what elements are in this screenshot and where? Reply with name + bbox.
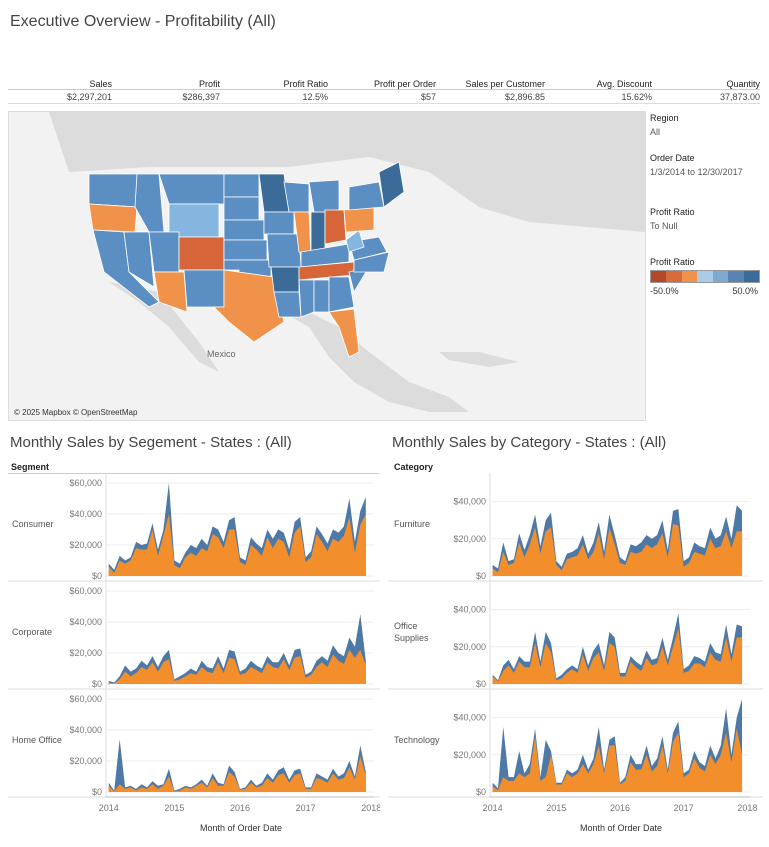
row-label: Consumer — [12, 519, 54, 529]
segment-chart: $0 $20,000 $40,000 $60,000 Consumer $0 $20,000… — [8, 473, 380, 813]
kpi-label-6: Quantity — [726, 79, 760, 89]
y-tick-label: $60,000 — [69, 586, 102, 596]
map-country-label: Mexico — [207, 349, 236, 359]
y-tick-label: $40,000 — [69, 617, 102, 627]
category-facet-header: Category — [394, 462, 434, 472]
x-tick-label: 2018 — [361, 803, 380, 813]
area-highlight-2[interactable] — [108, 756, 366, 792]
x-tick-label: 2015 — [164, 803, 184, 813]
row-label: Office — [394, 621, 417, 631]
map-view[interactable]: Mexico © 2025 Mapbox © OpenStreetMap — [8, 111, 646, 421]
y-tick-label: $20,000 — [453, 750, 486, 760]
kpi-label-0: Sales — [89, 79, 112, 89]
area-highlight-2[interactable] — [492, 728, 743, 792]
y-tick-label: $40,000 — [69, 509, 102, 519]
area-highlight-1[interactable] — [108, 649, 366, 684]
row-label: Corporate — [12, 627, 52, 637]
legend-swatch-5 — [728, 271, 744, 282]
kpi-label-4: Sales per Customer — [465, 79, 545, 89]
kpi-value-6: 37,873.00 — [719, 92, 760, 102]
profit-ratio-legend-label: Profit Ratio — [650, 257, 695, 267]
y-tick-label: $60,000 — [69, 694, 102, 704]
states — [88, 161, 405, 358]
legend-swatch-6 — [743, 271, 759, 282]
kpi-value-5: 15.62% — [621, 92, 652, 102]
x-tick-label: 2015 — [546, 803, 566, 813]
legend-swatch-4 — [712, 271, 729, 282]
y-tick-label: $0 — [92, 787, 102, 797]
y-tick-label: $20,000 — [453, 642, 486, 652]
category-chart: $0 $20,000 $40,000 Furniture $0 $20,000 $40,00… — [388, 473, 763, 813]
kpi-value-3: $57 — [420, 92, 436, 102]
category-chart-title: Monthly Sales by Category - States : (Al… — [392, 434, 667, 451]
profit-ratio-filter-value[interactable]: To Null — [650, 221, 678, 231]
legend-swatch-0 — [651, 271, 667, 282]
profit-ratio-filter-label: Profit Ratio — [650, 207, 695, 217]
kpi-label-2: Profit Ratio — [283, 79, 328, 89]
x-tick-label: 2016 — [230, 803, 250, 813]
x-tick-label: 2014 — [483, 803, 503, 813]
y-tick-label: $20,000 — [69, 648, 102, 658]
segment-chart-title: Monthly Sales by Segement - States : (Al… — [10, 434, 292, 451]
legend-swatch-2 — [681, 271, 698, 282]
segment-chart-panel — [8, 473, 379, 802]
order-date-filter-value[interactable]: 1/3/2014 to 12/30/2017 — [650, 167, 743, 177]
kpi-strip — [8, 78, 760, 104]
row-label: Technology — [394, 735, 440, 745]
y-tick-label: $0 — [92, 679, 102, 689]
x-tick-label: 2017 — [674, 803, 694, 813]
x-tick-label: 2014 — [99, 803, 119, 813]
kpi-value-0: $2,297,201 — [66, 92, 112, 102]
legend-swatch-3 — [697, 271, 713, 282]
area-highlight-0[interactable] — [492, 523, 743, 576]
row-label: Home Office — [12, 735, 62, 745]
legend-max-label: 50.0% — [732, 286, 758, 296]
map-copyright: © 2025 Mapbox © OpenStreetMap — [14, 408, 138, 417]
row-label: Supplies — [394, 633, 429, 643]
segment-facet-header: Segment — [11, 462, 50, 472]
kpi-label-3: Profit per Order — [373, 79, 436, 89]
segment-xlabel: Month of Order Date — [200, 823, 283, 833]
kpi-label-1: Profit — [198, 79, 220, 89]
legend-swatch-1 — [666, 271, 682, 282]
page-title: Executive Overview - Profitability (All) — [10, 13, 276, 30]
y-tick-label: $0 — [476, 679, 486, 689]
category-xlabel: Month of Order Date — [580, 823, 663, 833]
y-tick-label: $40,000 — [453, 605, 486, 615]
order-date-filter-label: Order Date — [650, 153, 695, 163]
y-tick-label: $20,000 — [453, 534, 486, 544]
area-highlight-1[interactable] — [492, 628, 743, 684]
y-tick-label: $40,000 — [453, 713, 486, 723]
y-tick-label: $20,000 — [69, 756, 102, 766]
y-tick-label: $0 — [476, 571, 486, 581]
y-tick-label: $0 — [92, 571, 102, 581]
row-label: Furniture — [394, 519, 430, 529]
kpi-value-4: $2,896.85 — [504, 92, 545, 102]
filter-panel: Region All Order Date 1/3/2014 to 12/30/… — [650, 113, 765, 296]
kpi-value-1: $286,397 — [182, 92, 220, 102]
y-tick-label: $60,000 — [69, 478, 102, 488]
y-tick-label: $20,000 — [69, 540, 102, 550]
kpi-value-2: 12.5% — [302, 92, 328, 102]
legend-min-label: -50.0% — [650, 286, 679, 296]
area-highlight-0[interactable] — [108, 514, 366, 576]
profit-ratio-legend — [650, 270, 760, 283]
region-filter-label: Region — [650, 113, 679, 123]
x-tick-label: 2018 — [737, 803, 757, 813]
y-tick-label: $40,000 — [453, 497, 486, 507]
region-filter-value[interactable]: All — [650, 127, 661, 137]
kpi-label-5: Avg. Discount — [596, 79, 652, 89]
y-tick-label: $40,000 — [69, 725, 102, 735]
y-tick-label: $0 — [476, 787, 486, 797]
x-tick-label: 2016 — [610, 803, 630, 813]
us-map: Mexico — [9, 112, 645, 420]
x-tick-label: 2017 — [296, 803, 316, 813]
